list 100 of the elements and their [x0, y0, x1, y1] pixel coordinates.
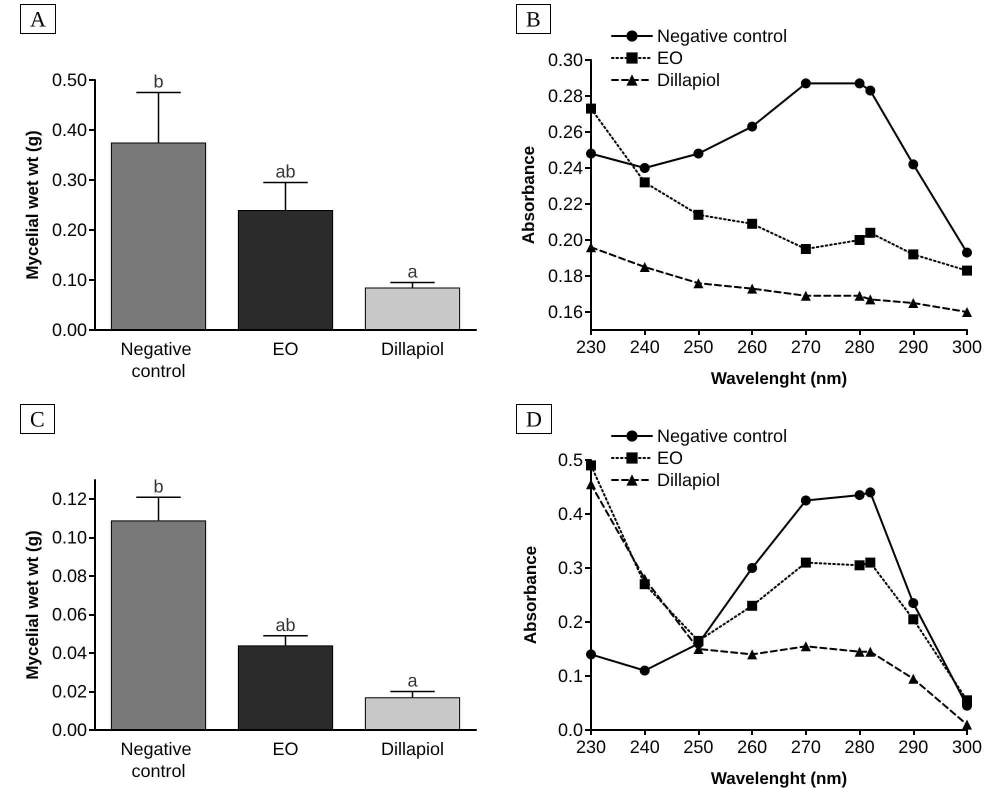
chart-title: C [30, 406, 45, 432]
y-tick-label: 0.20 [52, 220, 87, 240]
point [962, 266, 972, 276]
point [693, 636, 704, 646]
y-tick-label: 0.5 [558, 450, 583, 470]
x-tick-label: 280 [844, 737, 875, 757]
point [586, 649, 596, 660]
chart-title: B [526, 6, 541, 32]
point [854, 490, 865, 500]
x-tick-label: EO [272, 339, 299, 359]
annotation: b [153, 72, 164, 92]
point [865, 294, 876, 304]
x-tick-label: 290 [898, 737, 928, 757]
annotation: ab [275, 162, 296, 182]
legend-label: Dillapiol [657, 470, 720, 490]
x-tick-label: 270 [790, 737, 821, 757]
x-tick-label: 300 [952, 737, 982, 757]
x-tick-label: 280 [844, 337, 875, 357]
point [908, 159, 918, 170]
x-tick-label: 290 [898, 337, 928, 357]
point [640, 177, 650, 188]
y-tick-label: 0.50 [52, 70, 87, 90]
point [908, 249, 918, 260]
legend-label: Negative control [657, 26, 788, 46]
point [865, 86, 876, 96]
annotation: a [407, 670, 418, 691]
y-tick-label: 0.02 [52, 682, 87, 702]
point [800, 78, 811, 88]
y-tick-label: 0.08 [52, 566, 87, 586]
x-tick-label: Dillapiol [380, 339, 444, 359]
point [962, 695, 972, 706]
y-tick-label: 0.10 [52, 528, 87, 548]
y-tick-label: 0.20 [548, 230, 583, 250]
point [693, 148, 704, 159]
point [865, 228, 876, 238]
x-tick-label: 250 [683, 337, 714, 357]
y-tick-label: 0.04 [52, 643, 87, 664]
point [640, 262, 650, 272]
point [854, 290, 865, 301]
point [854, 646, 865, 657]
y-tick-label: 0.00 [52, 720, 87, 740]
y-tick-label: 0.2 [558, 612, 583, 632]
legend-label: Dillapiol [657, 70, 720, 90]
legend-label: Negative control [657, 426, 788, 446]
chart-title: A [30, 6, 46, 32]
y-tick-label: 0.00 [52, 320, 87, 340]
point [800, 244, 811, 254]
x-tick-label: 240 [630, 737, 660, 757]
point [693, 278, 704, 288]
y-axis-title: Mycelial wet wt (g) [23, 130, 42, 280]
point [640, 574, 650, 584]
x-axis-title: Wavelenght (nm) [710, 769, 848, 788]
y-tick-label: 0.24 [548, 158, 583, 178]
y-tick-label: 0.06 [52, 604, 87, 625]
x-tick-label: 230 [576, 337, 606, 357]
x-tick-label: 300 [952, 337, 982, 357]
legend-label: EO [657, 48, 684, 68]
point [640, 666, 650, 676]
point [908, 298, 918, 308]
point [640, 163, 650, 173]
x-tick-label: Dillapiol [380, 739, 444, 759]
annotation: a [407, 262, 418, 282]
x-tick-label: 230 [576, 737, 606, 757]
point [800, 641, 811, 652]
point [747, 600, 758, 611]
point [962, 248, 972, 258]
point [747, 122, 758, 132]
point [854, 560, 865, 570]
point [747, 218, 758, 229]
point [747, 284, 758, 294]
point [800, 290, 811, 301]
y-tick-label: 0.30 [52, 170, 87, 190]
chart-title: D [526, 406, 542, 432]
x-axis-title: Wavelenght (nm) [710, 369, 848, 388]
x-tick-label: 260 [737, 737, 768, 757]
y-tick-label: 0.26 [548, 122, 583, 142]
legend-label: EO [657, 448, 684, 468]
point [865, 646, 876, 657]
point [908, 598, 918, 608]
y-axis-title: Absorbance [521, 546, 540, 644]
y-tick-label: 0.28 [548, 86, 583, 106]
x-tick-label: Negative control [120, 339, 197, 381]
y-axis-title: Absorbance [519, 146, 538, 244]
point [800, 558, 811, 568]
point [586, 104, 596, 114]
point [800, 496, 811, 506]
y-tick-label: 0.40 [52, 120, 87, 140]
x-tick-label: 250 [683, 737, 714, 757]
point [908, 674, 918, 684]
point [865, 558, 876, 568]
y-tick-label: 0.4 [558, 504, 583, 524]
y-tick-label: 0.12 [52, 489, 87, 510]
point [865, 487, 876, 498]
y-tick-label: 0.16 [548, 302, 583, 322]
y-tick-label: 0.22 [548, 194, 583, 214]
x-tick-label: Negative control [120, 739, 197, 781]
point [747, 649, 758, 660]
annotation: b [153, 476, 164, 496]
point [747, 563, 758, 573]
point [693, 210, 704, 220]
